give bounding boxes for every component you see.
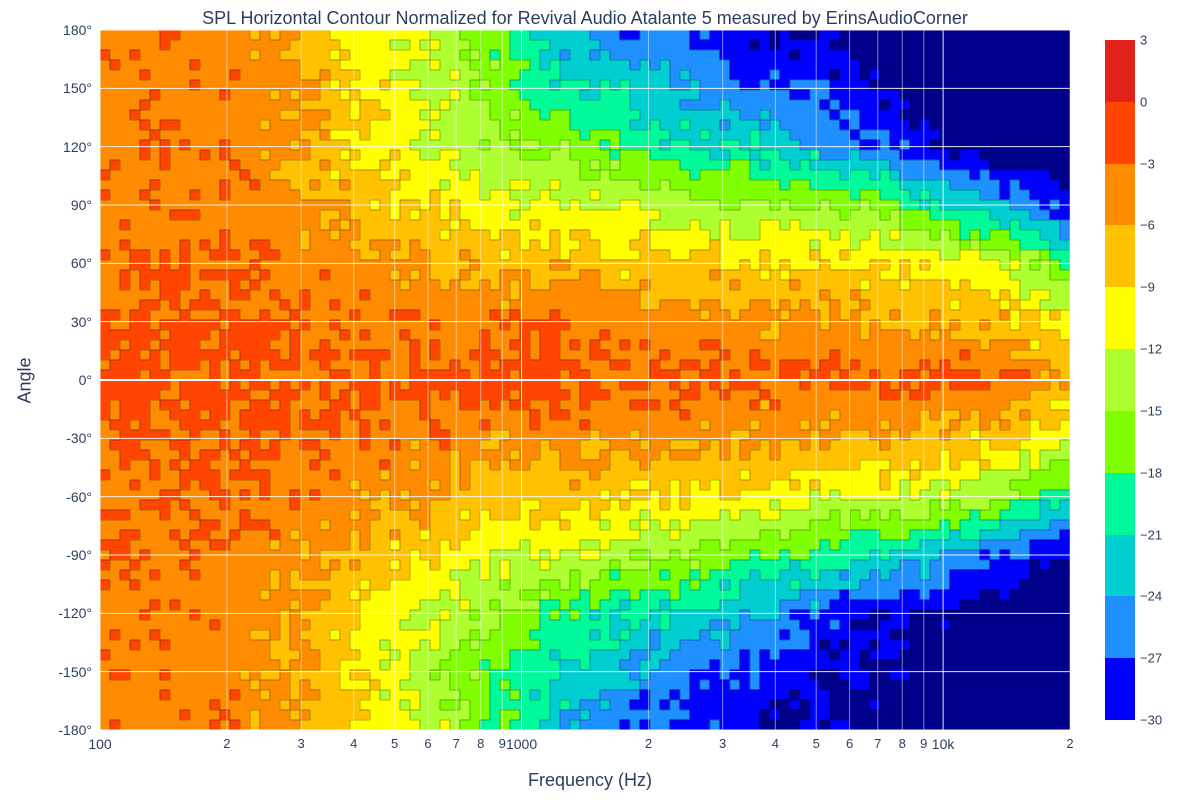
colorbar-tick-label: −6 bbox=[1140, 218, 1155, 233]
chart-title: SPL Horizontal Contour Normalized for Re… bbox=[100, 8, 1070, 29]
colorbar-tick-label: 3 bbox=[1140, 33, 1147, 48]
x-minor-tick-label: 9 bbox=[920, 736, 927, 751]
colorbar-tick-label: −24 bbox=[1140, 589, 1162, 604]
x-minor-tick-label: 3 bbox=[298, 736, 305, 751]
x-minor-tick-label: 8 bbox=[477, 736, 484, 751]
y-tick-label: 120° bbox=[32, 139, 92, 155]
contour-plot bbox=[100, 30, 1070, 730]
y-tick-label: 30° bbox=[32, 314, 92, 330]
colorbar-tick-label: −15 bbox=[1140, 403, 1162, 418]
x-minor-tick-label: 2 bbox=[223, 736, 230, 751]
colorbar-tick-label: 0 bbox=[1140, 94, 1147, 109]
y-tick-label: 180° bbox=[32, 22, 92, 38]
y-tick-label: -60° bbox=[32, 489, 92, 505]
y-tick-label: -150° bbox=[32, 664, 92, 680]
chart-container: SPL Horizontal Contour Normalized for Re… bbox=[0, 0, 1200, 800]
colorbar-tick-label: −18 bbox=[1140, 465, 1162, 480]
y-tick-label: 90° bbox=[32, 197, 92, 213]
x-minor-tick-label: 7 bbox=[453, 736, 460, 751]
y-tick-label: 0° bbox=[32, 372, 92, 388]
colorbar-tick-label: −12 bbox=[1140, 342, 1162, 357]
x-minor-tick-label: 5 bbox=[813, 736, 820, 751]
colorbar-tick-label: −3 bbox=[1140, 156, 1155, 171]
x-tick-label: 10k bbox=[932, 736, 955, 752]
x-minor-tick-label: 9 bbox=[499, 736, 506, 751]
x-minor-tick-label: 3 bbox=[719, 736, 726, 751]
colorbar bbox=[1105, 40, 1135, 720]
x-minor-tick-label: 4 bbox=[772, 736, 779, 751]
x-minor-tick-label: 2 bbox=[1066, 736, 1073, 751]
y-tick-label: 60° bbox=[32, 255, 92, 271]
y-axis-label: Angle bbox=[15, 351, 36, 411]
x-minor-tick-label: 8 bbox=[899, 736, 906, 751]
x-minor-tick-label: 5 bbox=[391, 736, 398, 751]
colorbar-tick-label: −21 bbox=[1140, 527, 1162, 542]
x-minor-tick-label: 2 bbox=[645, 736, 652, 751]
x-minor-tick-label: 6 bbox=[424, 736, 431, 751]
plot-area bbox=[100, 30, 1070, 730]
colorbar-tick-label: −30 bbox=[1140, 713, 1162, 728]
x-axis-label: Frequency (Hz) bbox=[480, 770, 700, 791]
y-tick-label: -180° bbox=[32, 722, 92, 738]
x-tick-label: 1000 bbox=[506, 736, 537, 752]
x-minor-tick-label: 4 bbox=[350, 736, 357, 751]
x-minor-tick-label: 7 bbox=[874, 736, 881, 751]
y-tick-label: -120° bbox=[32, 605, 92, 621]
y-tick-label: 150° bbox=[32, 80, 92, 96]
y-tick-label: -30° bbox=[32, 430, 92, 446]
x-tick-label: 100 bbox=[88, 736, 111, 752]
y-tick-label: -90° bbox=[32, 547, 92, 563]
x-minor-tick-label: 6 bbox=[846, 736, 853, 751]
colorbar-tick-label: −27 bbox=[1140, 651, 1162, 666]
colorbar-tick-label: −9 bbox=[1140, 280, 1155, 295]
